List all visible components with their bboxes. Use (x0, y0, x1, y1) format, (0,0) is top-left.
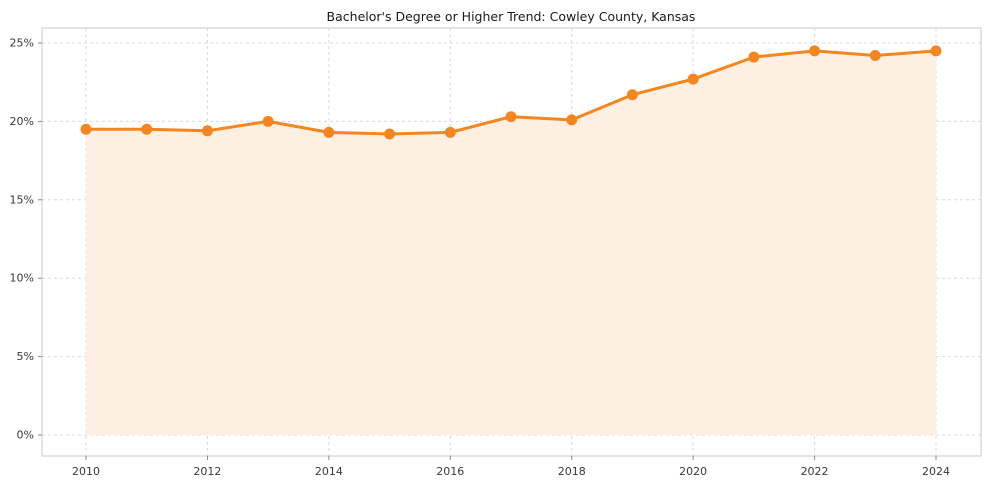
data-point-marker (80, 123, 92, 135)
data-point-marker (809, 45, 821, 57)
x-tick-label: 2014 (315, 465, 343, 478)
data-point-marker (141, 123, 153, 135)
data-point-marker (566, 114, 578, 126)
data-point-marker (384, 128, 396, 140)
area-layer (86, 50, 936, 436)
x-tick-label: 2018 (558, 465, 586, 478)
data-point-marker (748, 51, 760, 63)
y-tick-label: 5% (17, 350, 34, 363)
x-tick-label: 2012 (193, 465, 221, 478)
y-tick-label: 0% (17, 429, 34, 442)
y-tick-label: 15% (10, 193, 34, 206)
data-point-marker (626, 89, 638, 101)
chart-title: Bachelor's Degree or Higher Trend: Cowle… (327, 9, 696, 24)
y-tick-label: 10% (10, 272, 34, 285)
data-point-marker (444, 126, 456, 138)
data-point-marker (323, 126, 335, 138)
x-tick-label: 2016 (436, 465, 464, 478)
x-tick-label: 2020 (679, 465, 707, 478)
data-point-marker (687, 73, 699, 85)
line-layer (80, 45, 942, 140)
data-point-marker (262, 115, 274, 127)
x-tick-label: 2024 (922, 465, 950, 478)
y-tick-label: 20% (10, 115, 34, 128)
data-point-marker (201, 125, 213, 137)
x-tick-label: 2022 (801, 465, 829, 478)
x-tick-label: 2010 (72, 465, 100, 478)
area-fill (86, 50, 936, 436)
axis-layer: 0% 5% 10% 15% 20% 25% 2010 2012 2014 2016 2018 2020… (10, 27, 982, 478)
data-point-marker (930, 45, 942, 57)
data-point-marker (869, 50, 881, 62)
data-point-marker (505, 111, 517, 123)
plot-border (41, 27, 982, 457)
y-tick-label: 25% (10, 37, 34, 50)
